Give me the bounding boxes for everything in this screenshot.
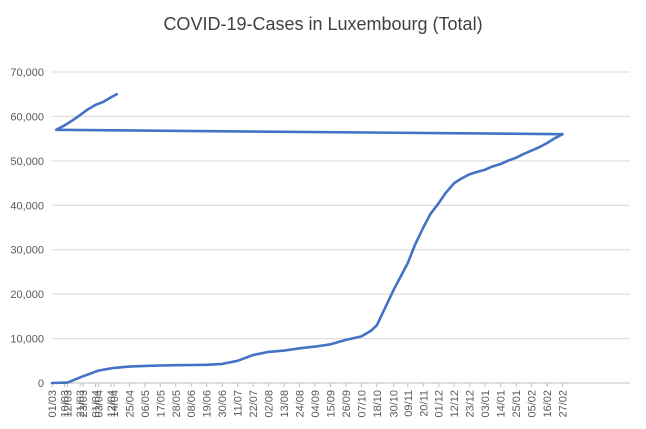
x-tick-label: 15/09 <box>325 390 337 418</box>
x-tick-label: 09/11 <box>403 390 415 417</box>
x-tick-label: 11/07 <box>233 390 245 417</box>
x-tick-label: 01/12 <box>434 390 446 418</box>
x-tick-label: 27/02 <box>557 390 569 418</box>
series-line-total-cases <box>50 92 564 385</box>
x-tick-label: 04/09 <box>310 390 322 418</box>
x-tick-label: 23/12 <box>465 390 477 418</box>
y-tick-label: 50,000 <box>10 156 44 168</box>
x-tick-label: 21/03 <box>75 390 87 418</box>
x-tick-label: 23/03 <box>78 390 90 418</box>
x-tick-label: 06/05 <box>140 390 152 418</box>
y-tick-label: 0 <box>38 378 44 390</box>
x-tick-label: 02/08 <box>264 390 276 418</box>
x-tick-label: 22/07 <box>248 390 260 418</box>
x-tick-label: 19/06 <box>202 390 214 418</box>
y-tick-label: 10,000 <box>10 334 44 346</box>
x-tick-label: 30/06 <box>217 390 229 418</box>
x-tick-label: 24/08 <box>295 390 307 418</box>
x-tick-labels: 01/03 12/03 23/03 03/04 14/04 25/04 06/05 17/05… <box>47 390 569 418</box>
x-tick-label: 13/08 <box>279 390 291 418</box>
x-tick-label: 26/09 <box>341 390 353 418</box>
x-tick-label: 08/06 <box>186 390 198 418</box>
chart-title: COVID-19-Cases in Luxembourg (Total) <box>163 14 483 34</box>
y-tick-label: 40,000 <box>10 200 44 212</box>
y-tick-label: 20,000 <box>10 289 44 301</box>
x-tick-label: 01/04 <box>91 390 103 418</box>
x-tick-label: 10/03 <box>60 390 72 418</box>
x-tick-label: 03/01 <box>480 390 492 418</box>
x-tick-label: 25/04 <box>124 390 136 418</box>
x-tick-label: 12/12 <box>449 390 461 418</box>
axes <box>51 382 630 387</box>
x-tick-label: 12/04 <box>106 390 118 418</box>
x-tick-label: 01/03 <box>47 390 59 418</box>
x-tick-label: 30/10 <box>389 390 401 418</box>
gridlines <box>52 71 630 340</box>
series-layer <box>50 92 564 385</box>
y-tick-label: 70,000 <box>10 67 44 79</box>
x-tick-label: 17/05 <box>155 390 167 418</box>
x-tick-label: 14/04 <box>109 390 121 418</box>
x-tick-label: 12/03 <box>62 390 74 418</box>
x-tick-label: 07/10 <box>356 390 368 418</box>
x-tick-label: 20/11 <box>418 390 430 417</box>
x-tick-label: 16/02 <box>542 390 554 418</box>
x-tick-label: 14/01 <box>496 390 508 418</box>
x-tick-label: 28/05 <box>171 390 183 418</box>
x-tick-label: 18/10 <box>372 390 384 418</box>
x-tick-label: 03/04 <box>93 390 105 418</box>
x-tick-label: 25/01 <box>511 390 523 418</box>
x-tick-label: 05/02 <box>527 390 539 418</box>
y-tick-labels: 0 10,000 20,000 30,000 40,000 50,000 60,000 70,… <box>10 67 44 390</box>
y-tick-label: 60,000 <box>10 111 44 123</box>
y-tick-label: 30,000 <box>10 245 44 257</box>
